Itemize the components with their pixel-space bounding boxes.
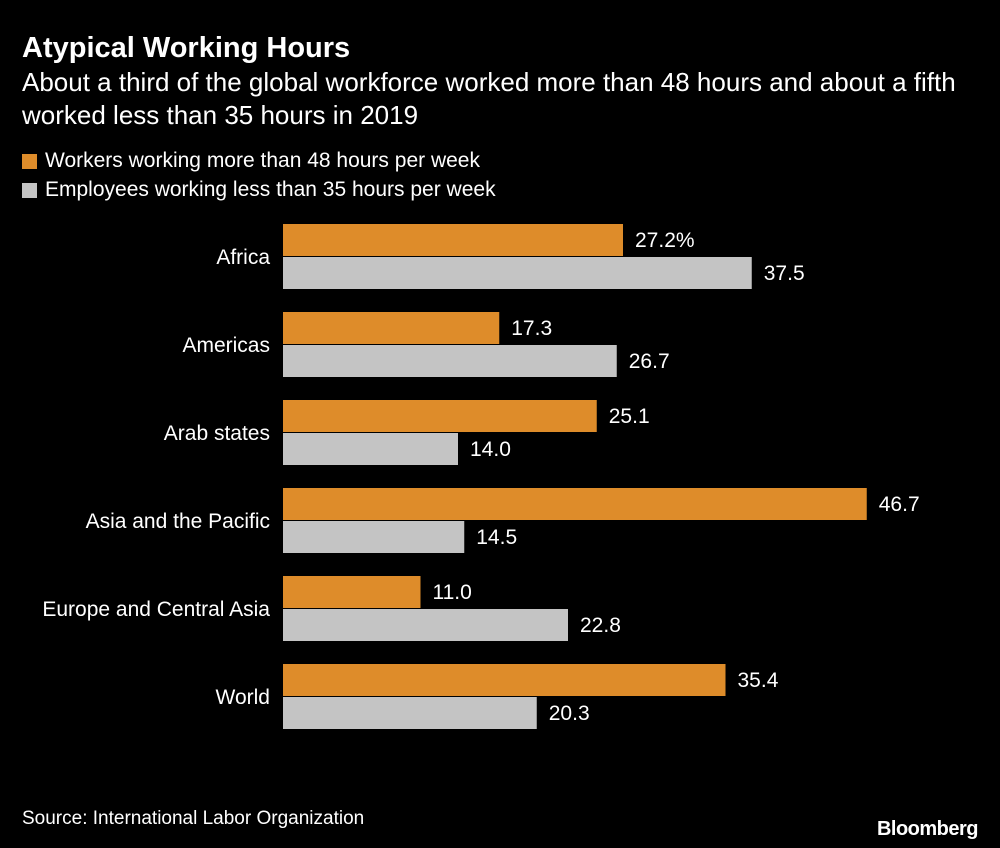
- legend-swatch-gray: [22, 182, 37, 198]
- bar-series2: [283, 609, 568, 641]
- data-label: 26.7: [629, 350, 670, 373]
- legend-item-series2: Employees working less than 35 hours per…: [22, 178, 496, 202]
- bar-series1: [283, 224, 623, 256]
- category-label: Europe and Central Asia: [42, 598, 270, 621]
- category-label: Americas: [182, 334, 270, 357]
- legend-item-series1: Workers working more than 48 hours per w…: [22, 149, 480, 173]
- bar-series2: [283, 697, 537, 729]
- category-label: Asia and the Pacific: [86, 510, 270, 533]
- category-label: Africa: [216, 246, 270, 269]
- legend-label: Workers working more than 48 hours per w…: [45, 149, 480, 172]
- bar-series2: [283, 433, 458, 465]
- data-label: 20.3: [549, 702, 590, 725]
- data-label: 14.5: [476, 526, 517, 549]
- data-label: 37.5: [764, 262, 805, 285]
- data-label: 35.4: [738, 669, 779, 692]
- data-label: 17.3: [511, 317, 552, 340]
- bar-series1: [283, 664, 726, 696]
- legend-label: Employees working less than 35 hours per…: [45, 178, 496, 201]
- bar-series1: [283, 312, 500, 344]
- data-label: 27.2%: [635, 229, 695, 252]
- bar-series1: [283, 488, 867, 520]
- data-label: 14.0: [470, 438, 511, 461]
- category-label: Arab states: [164, 422, 270, 445]
- bar-series2: [283, 345, 617, 377]
- data-label: 11.0: [433, 581, 472, 604]
- source-note: Source: International Labor Organization: [22, 808, 365, 829]
- chart-subtitle: About a third of the global workforce wo…: [22, 67, 956, 130]
- bar-series2: [283, 521, 465, 553]
- legend-swatch-orange: [22, 153, 37, 169]
- data-label: 25.1: [609, 405, 650, 428]
- bar-series2: [283, 257, 752, 289]
- bloomberg-logo: Bloomberg: [876, 818, 979, 840]
- chart-title: Atypical Working Hours: [22, 32, 351, 64]
- bar-series1: [283, 576, 421, 608]
- data-label: 22.8: [580, 614, 621, 637]
- bar-series1: [283, 400, 597, 432]
- data-label: 46.7: [879, 493, 920, 516]
- category-label: World: [216, 686, 270, 709]
